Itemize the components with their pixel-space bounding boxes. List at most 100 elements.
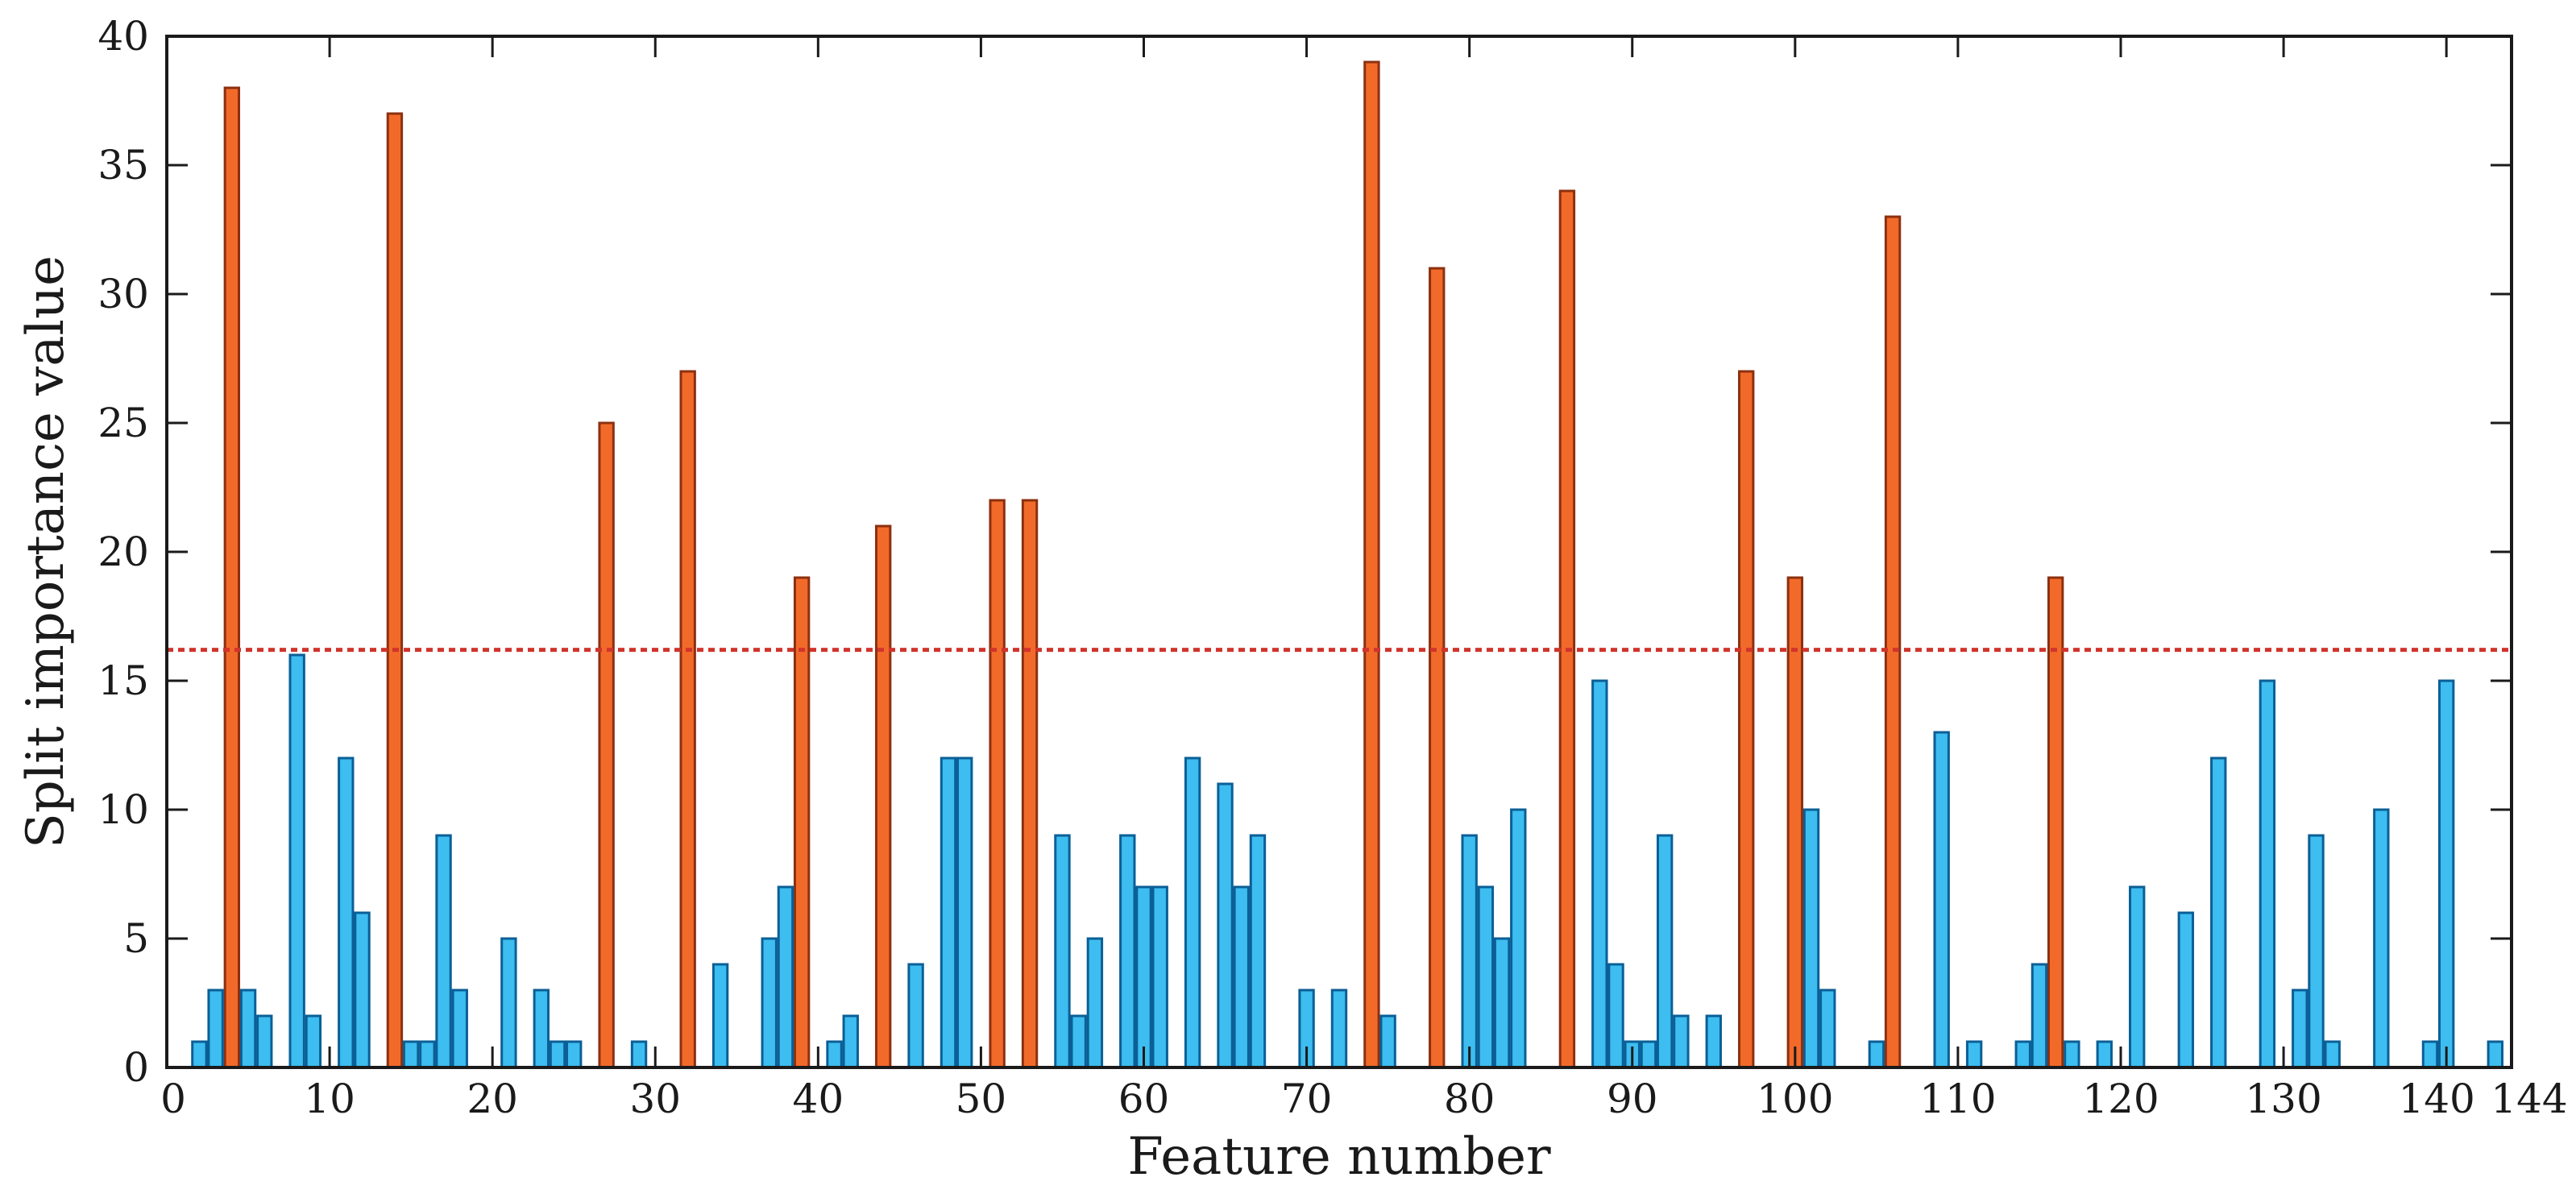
bar-above-threshold [1363,60,1380,1069]
bar-below-threshold [1965,1040,1983,1069]
x-tick-label: 30 [629,1076,681,1122]
bar-above-threshold [679,370,696,1069]
bar-below-threshold [549,1040,566,1069]
x-tick-label: 10 [304,1076,355,1122]
y-tick-label: 30 [97,271,149,317]
bar-below-threshold [191,1040,208,1069]
y-tick-label: 15 [97,657,149,704]
x-tick-label: 100 [1757,1076,1833,1122]
bar-below-threshold [1705,1014,1722,1069]
bar-below-threshold [1054,834,1071,1069]
bar-below-threshold [1070,1014,1087,1069]
x-tick-labels: 0 10 20 30 40 50 60 70 80 90 100 110 120 130 140 144 [160,1076,2568,1122]
bar-below-threshold [1151,885,1168,1069]
x-tick-label: 130 [2245,1076,2321,1122]
bar-below-threshold [1461,834,1478,1069]
bar-below-threshold [777,885,794,1069]
bar-below-threshold [1640,1040,1657,1069]
bar-above-threshold [386,112,404,1069]
bar-below-threshold [2292,989,2308,1069]
bar-below-threshold [2014,1040,2031,1069]
bar-below-threshold [435,834,452,1069]
y-tick-label: 40 [97,13,149,60]
bar-below-threshold [566,1040,583,1069]
bar-below-threshold [1656,834,1674,1069]
bar-above-threshold [223,86,241,1069]
bar-above-threshold [598,421,615,1069]
bar-below-threshold [2259,679,2276,1069]
bar-below-threshold [1819,989,1836,1069]
bar-below-threshold [2421,1040,2439,1069]
bar-below-threshold [207,989,224,1069]
bar-below-threshold [1233,885,1250,1069]
bar-below-threshold [2437,679,2455,1069]
x-axis-title: Feature number [1127,1127,1551,1187]
x-tick-label: 144 [2491,1076,2567,1122]
bar-below-threshold [402,1040,420,1069]
bar-below-threshold [907,963,924,1069]
x-tick-label: 90 [1607,1076,1658,1122]
x-tick-label: 80 [1444,1076,1495,1122]
bar-below-threshold [2064,1040,2080,1069]
bar-below-threshold [500,937,517,1069]
bar-above-threshold [1021,499,1039,1069]
bar-below-threshold [256,1014,273,1069]
bar-below-threshold [1119,834,1136,1069]
bar-below-threshold [1802,808,1820,1069]
bars-layer [191,60,2503,1069]
bar-below-threshold [239,989,257,1069]
bar-below-threshold [826,1040,843,1069]
bar-below-threshold [338,756,355,1069]
bar-below-threshold [630,1040,648,1069]
x-tick-label: 40 [793,1076,844,1122]
bar-below-threshold [1184,756,1201,1069]
bar-below-threshold [2096,1040,2113,1069]
y-tick-label: 10 [97,786,149,833]
bar-below-threshold [1135,885,1152,1069]
y-tick-labels: 0 5 10 15 20 25 30 35 40 [97,13,149,1091]
bar-below-threshold [2031,963,2048,1069]
bar-below-threshold [2308,834,2325,1069]
bar-below-threshold [940,756,957,1069]
ticks-layer [165,35,2513,1069]
bar-below-threshold [1933,731,1950,1069]
bar-above-threshold [1429,267,1446,1069]
bar-below-threshold [2373,808,2390,1069]
y-tick-label: 0 [123,1044,149,1091]
bar-above-threshold [1558,189,1576,1069]
x-tick-label: 70 [1281,1076,1333,1122]
x-tick-label: 110 [1919,1076,1996,1122]
y-tick-label: 20 [97,528,149,575]
bar-below-threshold [419,1040,436,1069]
x-tick-label: 60 [1118,1076,1170,1122]
bar-above-threshold [989,499,1006,1069]
bar-below-threshold [1493,937,1511,1069]
bar-below-threshold [1086,937,1104,1069]
plot-frame [165,35,2513,1069]
bar-below-threshold [1591,679,1608,1069]
x-tick-label: 140 [2398,1076,2474,1122]
bar-above-threshold [1884,215,1902,1069]
bar-below-threshold [1330,989,1348,1069]
bar-below-threshold [1249,834,1267,1069]
bar-below-threshold [1477,885,1495,1069]
x-tick-label: 0 [160,1076,186,1122]
bar-below-threshold [354,911,371,1069]
bar-below-threshold [2324,1040,2341,1069]
bar-below-threshold [1510,808,1527,1069]
bar-below-threshold [533,989,550,1069]
bar-below-threshold [1607,963,1624,1069]
x-tick-label: 50 [956,1076,1007,1122]
bar-below-threshold [711,963,729,1069]
bar-below-threshold [2177,911,2195,1069]
bar-below-threshold [1217,782,1234,1069]
x-tick-label: 120 [2082,1076,2159,1122]
bar-below-threshold [2129,885,2146,1069]
bar-below-threshold [1673,1014,1690,1069]
bar-below-threshold [451,989,468,1069]
bar-below-threshold [2487,1040,2503,1069]
y-tick-label: 5 [123,915,149,962]
y-tick-label: 25 [97,400,149,446]
bar-below-threshold [2210,756,2227,1069]
